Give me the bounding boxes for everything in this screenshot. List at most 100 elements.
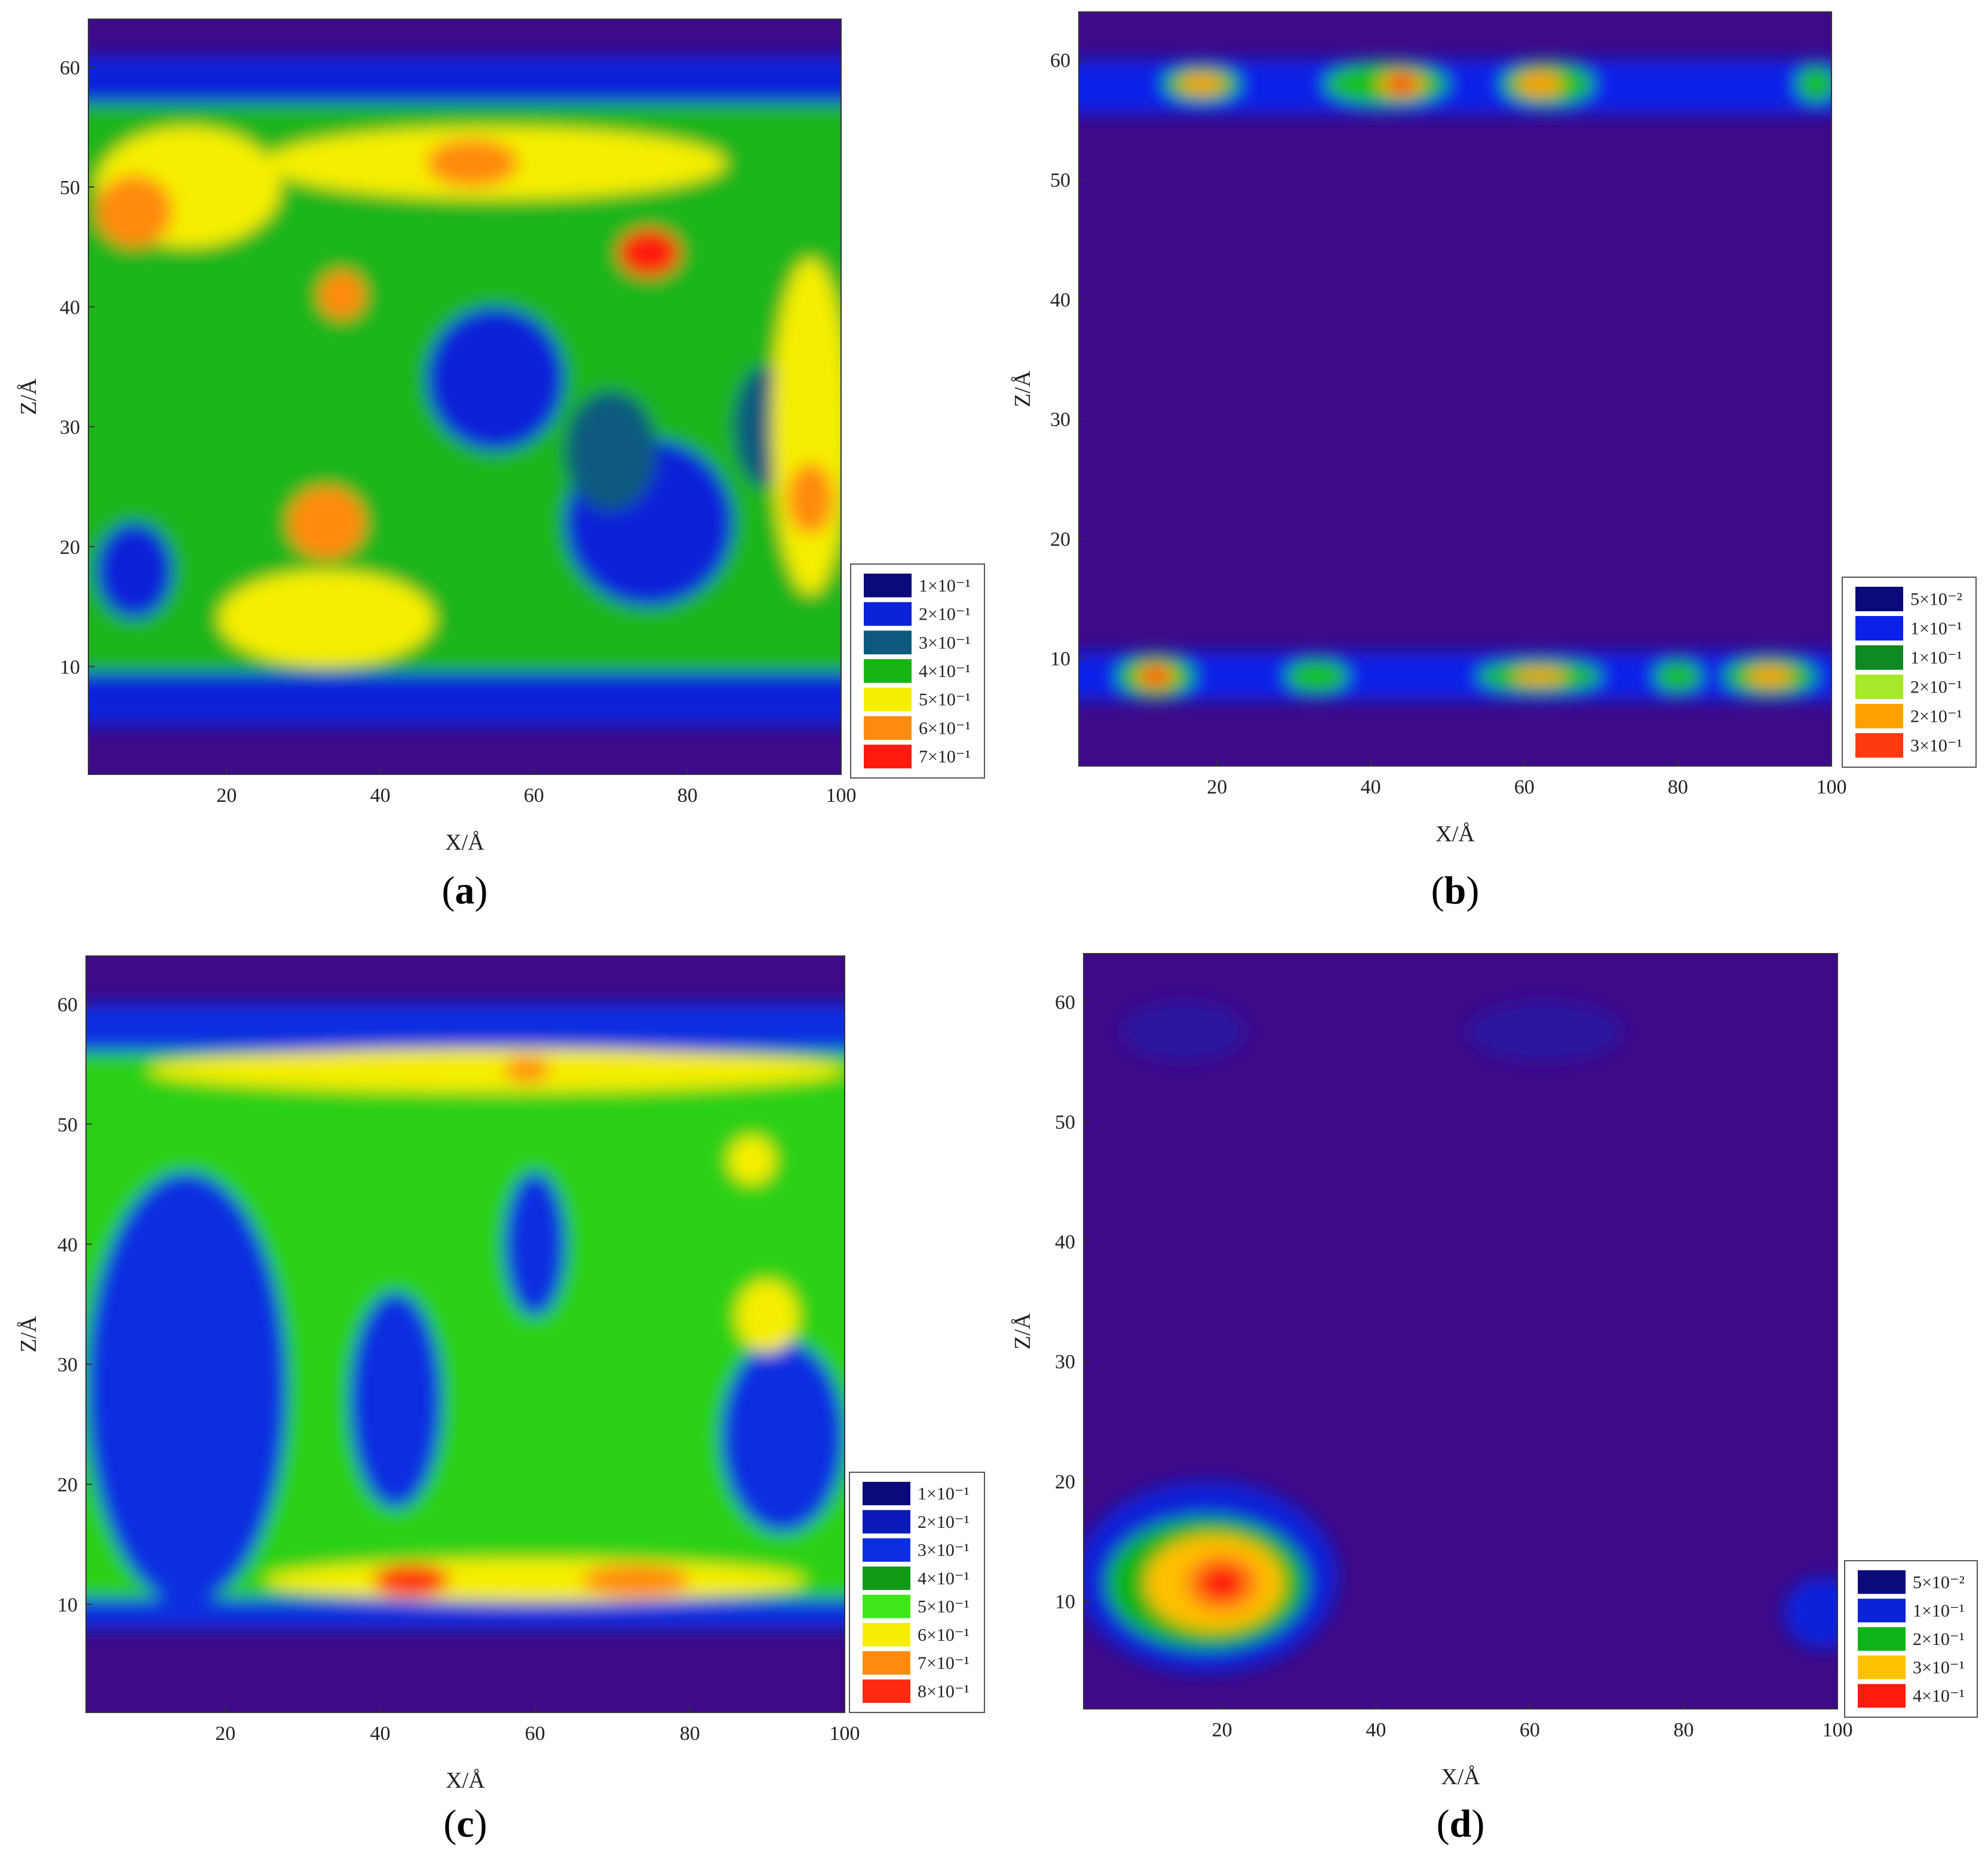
plot-area — [1084, 954, 1837, 1709]
y-tick-label: 20 — [60, 537, 80, 559]
plot-frame — [1083, 953, 1838, 1709]
legend-swatch — [863, 1566, 910, 1590]
legend-label: 3×10⁻¹ — [918, 1540, 970, 1560]
panel-label: (b) — [1431, 869, 1480, 912]
heat-field — [1079, 60, 1831, 700]
legend-swatch — [863, 1679, 910, 1703]
panel-label: (d) — [1437, 1802, 1485, 1846]
heatmap-c: 20 40 60 80 100 10 20 30 40 50 60 X/Å Z/Å 1×10⁻¹ 2×10⁻… — [16, 955, 985, 1846]
legend-label: 3×10⁻¹ — [919, 633, 971, 652]
y-tick-label: 40 — [57, 1234, 78, 1256]
legend-swatch — [863, 1623, 910, 1647]
x-tick-label: 40 — [1366, 1719, 1386, 1741]
legend-label: 2×10⁻¹ — [918, 1512, 970, 1532]
y-tick-label: 20 — [1055, 1471, 1075, 1493]
legend-label: 2×10⁻¹ — [1910, 707, 1962, 727]
heat-region — [264, 1558, 806, 1603]
legend-swatch — [1855, 587, 1903, 611]
plot-area — [88, 19, 841, 774]
heat-region — [1389, 74, 1413, 94]
x-tick-label: 100 — [1817, 776, 1847, 798]
legend-swatch — [863, 1538, 910, 1562]
plot-frame — [85, 955, 845, 1713]
y-tick-label: 50 — [1055, 1111, 1075, 1133]
x-tick-label: 40 — [370, 785, 391, 807]
y-tick-label: 60 — [1055, 991, 1075, 1013]
y-tick-label: 60 — [60, 57, 80, 79]
y-tick-label: 20 — [57, 1474, 78, 1496]
heat-region — [581, 1564, 690, 1597]
legend-swatch — [863, 1510, 910, 1534]
panel-label: (a) — [442, 869, 488, 912]
x-tick-label: 20 — [1212, 1719, 1232, 1741]
panel-c: 20 40 60 80 100 10 20 30 40 50 60 X/Å Z/Å 1×10⁻¹ 2×10⁻… — [0, 935, 994, 1869]
x-tick-label: 100 — [830, 1723, 860, 1745]
legend-swatch — [864, 716, 912, 740]
legend-swatch — [1855, 645, 1903, 670]
x-tick-label: 40 — [1361, 776, 1381, 798]
x-axis-label: X/Å — [1441, 1764, 1480, 1790]
legend-swatch — [1855, 704, 1903, 728]
heat-field — [88, 55, 841, 727]
x-tick-label: 20 — [216, 785, 237, 807]
legend: 5×10⁻² 1×10⁻¹ 1×10⁻¹ 2×10⁻¹ 2×10⁻¹ 3×10⁻¹ — [1842, 577, 1977, 768]
plot-frame — [1078, 11, 1832, 767]
y-tick-label: 30 — [57, 1354, 78, 1376]
legend-label: 4×10⁻¹ — [1913, 1686, 1965, 1706]
y-tick-label: 40 — [1055, 1231, 1075, 1254]
legend-swatch — [1858, 1598, 1906, 1623]
panel-b: 20 40 60 80 100 10 20 30 40 50 60 X/Å Z/Å 5×10⁻² 1×10⁻… — [994, 0, 1988, 935]
legend-swatch — [864, 687, 912, 712]
heat-region — [219, 570, 434, 667]
legend-label: 5×10⁻² — [1910, 590, 1962, 609]
heat-band — [86, 1598, 845, 1629]
legend-label: 2×10⁻¹ — [1910, 678, 1962, 697]
y-tick-label: 30 — [60, 416, 80, 439]
heat-region — [1144, 667, 1167, 685]
x-tick-label: 100 — [1823, 1719, 1853, 1741]
y-tick-label: 10 — [60, 656, 80, 678]
y-axis-label: Z/Å — [16, 1316, 41, 1353]
x-axis-label: X/Å — [1435, 822, 1475, 847]
y-tick-label: 40 — [1050, 289, 1070, 311]
legend-label: 7×10⁻¹ — [918, 1653, 970, 1673]
legend-swatch — [1855, 733, 1903, 758]
heat-region — [772, 259, 841, 595]
heat-region — [86, 1172, 287, 1605]
heat-region — [148, 1048, 845, 1092]
heat-region — [96, 522, 173, 619]
heat-region — [1747, 666, 1793, 686]
legend-label: 1×10⁻¹ — [1910, 648, 1962, 668]
y-tick-label: 50 — [60, 177, 80, 199]
heat-region — [1797, 66, 1831, 102]
legend-label: 1×10⁻¹ — [918, 1484, 970, 1504]
heat-region — [318, 271, 365, 319]
legend-label: 2×10⁻¹ — [919, 605, 971, 624]
legend-label: 4×10⁻¹ — [919, 661, 971, 681]
heatmap-a: 20 40 60 80 100 10 20 30 40 50 60 X/Å Z/Å 1×10⁻¹ 2×10⁻… — [16, 19, 985, 912]
heat-region — [1199, 1565, 1245, 1601]
x-tick-label: 40 — [370, 1723, 390, 1745]
heat-field — [1084, 1001, 1837, 1673]
y-tick-label: 10 — [1055, 1591, 1075, 1613]
legend: 1×10⁻¹ 2×10⁻¹ 3×10⁻¹ 4×10⁻¹ 5×10⁻¹ 6×10⁻¹ 7×10… — [849, 1472, 985, 1713]
legend-label: 4×10⁻¹ — [918, 1568, 970, 1588]
y-axis-label: Z/Å — [1010, 1313, 1035, 1350]
heatmap-d: 20 40 60 80 100 10 20 30 40 50 60 X/Å Z/Å 5×10⁻² 1×10⁻… — [1010, 953, 1978, 1846]
legend-label: 5×10⁻¹ — [919, 690, 971, 710]
legend-label: 3×10⁻¹ — [1910, 736, 1962, 756]
x-tick-label: 80 — [1673, 1719, 1694, 1741]
plot-background — [1079, 12, 1831, 766]
heat-region — [1179, 74, 1225, 94]
heat-region — [426, 307, 565, 451]
legend-label: 1×10⁻¹ — [1913, 1601, 1965, 1620]
legend-label: 1×10⁻¹ — [919, 576, 971, 596]
y-axis-label: Z/Å — [16, 378, 41, 415]
y-tick-label: 40 — [60, 297, 80, 319]
x-tick-label: 80 — [680, 1723, 700, 1745]
legend-label: 5×10⁻² — [1913, 1573, 1965, 1592]
x-axis-label: X/Å — [445, 830, 484, 855]
plot-area — [1079, 12, 1831, 766]
heat-region — [1468, 1001, 1622, 1062]
heat-region — [426, 139, 519, 187]
